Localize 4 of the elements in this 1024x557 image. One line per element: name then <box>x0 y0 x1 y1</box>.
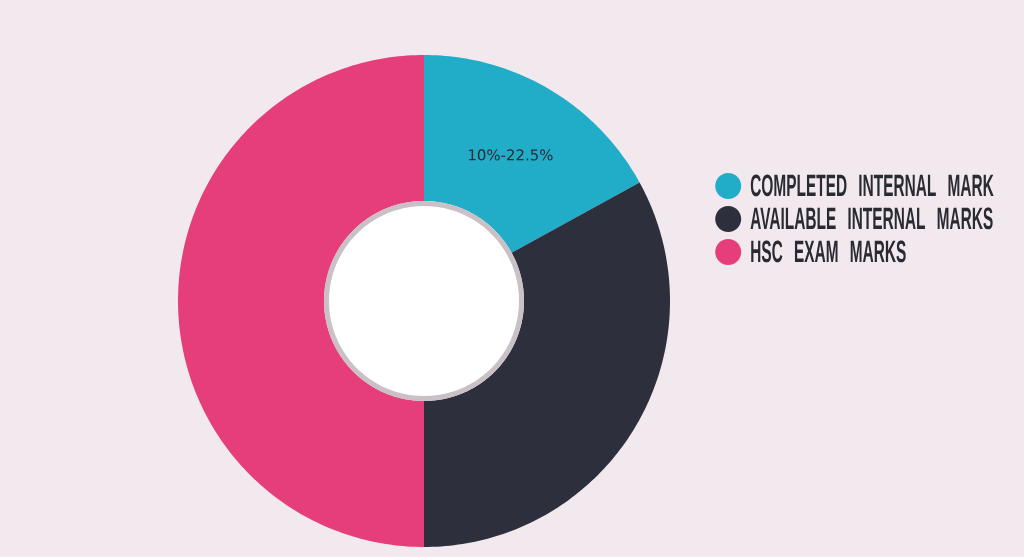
legend-label: COMPLETED INTERNAL MARK <box>750 174 994 197</box>
legend-label: HSC EXAM MARKS <box>751 240 906 263</box>
text: 10%-22.5% <box>469 149 553 161</box>
legend-label: AVAILABLE INTERNAL MARKS <box>750 207 993 230</box>
